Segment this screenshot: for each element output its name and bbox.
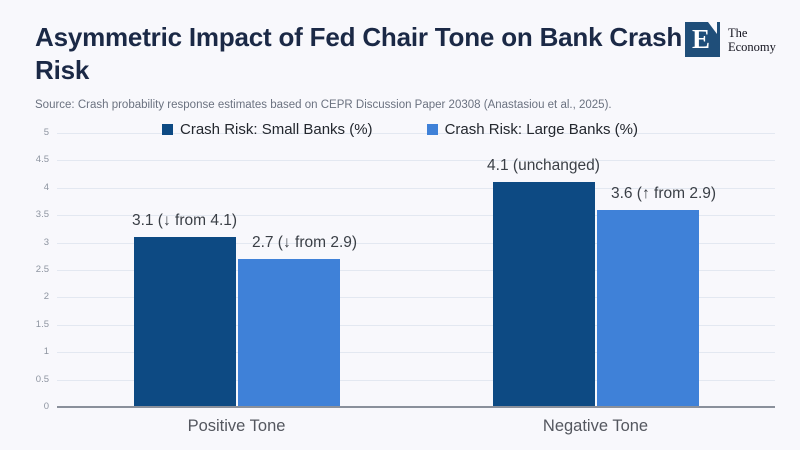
legend-swatch-icon xyxy=(162,124,174,135)
logo-name-line2: Economy xyxy=(728,40,776,54)
category-label: Negative Tone xyxy=(542,417,649,435)
x-axis-line xyxy=(57,406,775,408)
y-tick-label: 3 xyxy=(43,236,49,248)
y-tick-label: 0.5 xyxy=(35,373,49,385)
legend-swatch-icon xyxy=(426,124,438,135)
legend-item: Crash Risk: Large Banks (%) xyxy=(426,121,638,138)
legend-item: Crash Risk: Small Banks (%) xyxy=(162,121,373,138)
plot-area: 0 0.5 1 1.5 2 2.5 3 3.5 4 4.5 5 3.1 (↓ from 4.1) 2.7… xyxy=(36,127,775,435)
legend-label: Crash Risk: Small Banks (%) xyxy=(180,121,373,138)
y-tick-label: 5 xyxy=(43,127,49,138)
legend-label: Crash Risk: Large Banks (%) xyxy=(444,121,638,138)
gridline xyxy=(57,187,775,189)
logo-letter: E xyxy=(692,24,711,54)
y-tick-label: 4.5 xyxy=(35,154,49,166)
economy-logo: E The Economy xyxy=(685,22,776,57)
gridline xyxy=(57,352,775,354)
bar-large-banks xyxy=(237,259,340,407)
gridline xyxy=(57,160,775,162)
y-tick-label: 1 xyxy=(43,346,49,358)
y-tick-label: 2.5 xyxy=(35,264,49,275)
source-note: Source: Crash probability response estim… xyxy=(35,99,612,111)
y-tick-label: 3.5 xyxy=(35,209,49,221)
y-tick-label: 1.5 xyxy=(35,318,49,330)
logo-mark: E xyxy=(685,22,720,57)
bar-value-label: 3.6 (↑ from 2.9) xyxy=(610,184,717,202)
y-tick-label: 0 xyxy=(43,401,49,412)
page-title: Asymmetric Impact of Fed Chair Tone on B… xyxy=(35,22,683,86)
bar-value-label: 3.1 (↓ from 4.1) xyxy=(131,212,238,230)
logo-name: The Economy xyxy=(728,22,776,57)
legend: Crash Risk: Small Banks (%) Crash Risk: L… xyxy=(0,121,800,138)
y-tick-label: 2 xyxy=(43,291,49,303)
bar-value-label: 2.7 (↓ from 2.9) xyxy=(251,234,358,252)
category-label: Positive Tone xyxy=(187,417,286,435)
gridline xyxy=(57,215,775,217)
gridline xyxy=(57,242,775,244)
y-tick-label: 4 xyxy=(43,181,49,193)
gridline xyxy=(57,324,775,326)
bar-small-banks xyxy=(492,182,595,407)
gridline xyxy=(57,379,775,381)
logo-notch-icon xyxy=(708,22,717,34)
bar-small-banks xyxy=(133,237,236,407)
bar-large-banks xyxy=(596,209,699,407)
gridline xyxy=(57,133,775,134)
bar-value-label: 4.1 (unchanged) xyxy=(487,157,600,175)
gridline xyxy=(57,297,775,299)
gridline xyxy=(57,270,775,271)
logo-name-line1: The xyxy=(728,26,748,40)
